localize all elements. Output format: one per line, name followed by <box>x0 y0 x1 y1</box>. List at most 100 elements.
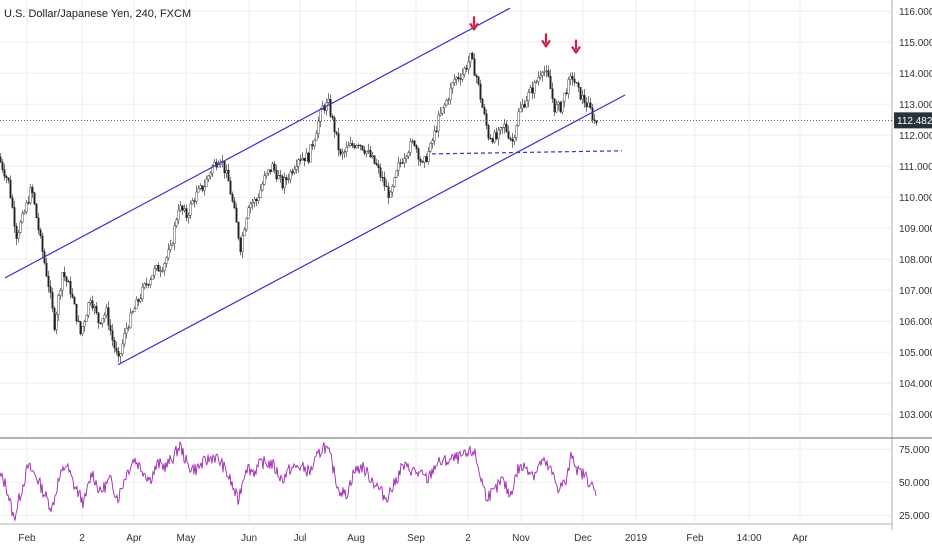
candle-body <box>137 299 140 302</box>
candle-body <box>171 243 174 246</box>
candle-body <box>33 192 36 205</box>
candle-body <box>555 104 558 113</box>
candle-body <box>481 99 484 108</box>
candle-body <box>545 70 548 72</box>
candle-body <box>285 177 288 180</box>
candle-body <box>503 123 506 128</box>
candle-body <box>231 193 234 202</box>
candle-body <box>367 150 370 152</box>
candle-body <box>401 162 404 164</box>
candle-body <box>493 132 496 143</box>
candle-body <box>177 210 180 221</box>
candle-body <box>587 102 590 108</box>
candle-body <box>297 159 300 167</box>
candle-body <box>71 293 74 298</box>
candle-body <box>3 169 6 177</box>
candle-body <box>487 125 490 139</box>
candle-body <box>205 178 208 187</box>
peak-arrow-head <box>571 45 581 54</box>
candle-body <box>243 229 246 236</box>
candle-body <box>261 183 264 191</box>
candle-body <box>159 270 162 272</box>
candle-body <box>369 150 372 158</box>
candle-body <box>467 61 470 70</box>
candle-body <box>39 229 42 236</box>
candle-body <box>119 353 122 357</box>
candle-body <box>497 129 500 139</box>
candle-body <box>457 77 460 79</box>
rsi-grid <box>0 440 892 522</box>
candle-body <box>345 147 348 152</box>
candle-body <box>97 312 100 324</box>
candle-body <box>559 102 562 113</box>
candle-body <box>193 200 196 202</box>
y-tick-label: 113.000 <box>899 100 932 111</box>
candle-body <box>363 149 366 154</box>
candle-body <box>563 92 566 102</box>
x-tick-label: Feb <box>686 533 704 544</box>
candle-body <box>437 114 440 132</box>
candle-body <box>393 177 396 187</box>
candle-body <box>115 347 118 352</box>
candle-body <box>129 312 132 328</box>
y-tick-label: 115.000 <box>899 38 932 49</box>
candle-body <box>339 149 342 155</box>
x-tick-label: 14:00 <box>736 533 761 544</box>
candle-body <box>547 70 550 77</box>
candle-body <box>203 186 206 191</box>
candle-body <box>51 292 54 309</box>
x-tick-label: 2019 <box>625 533 648 544</box>
candle-body <box>251 202 254 204</box>
x-tick-label: Apr <box>126 533 142 544</box>
candle-body <box>365 151 368 154</box>
candle-body <box>583 94 586 104</box>
candle-body <box>485 113 488 126</box>
candle-body <box>513 137 516 142</box>
candle-body <box>241 235 244 252</box>
candle-body <box>293 168 296 174</box>
candle-body <box>521 104 524 109</box>
candle-body <box>209 172 212 177</box>
last-price-marker: 112.482 <box>0 112 932 129</box>
candle-body <box>175 219 178 227</box>
candle-body <box>585 102 588 108</box>
candle-body <box>15 226 18 239</box>
candle-body <box>281 175 284 189</box>
channel-lower-line <box>117 94 626 366</box>
candle-body <box>229 180 232 195</box>
candle-body <box>317 120 320 134</box>
candle-body <box>479 83 482 100</box>
candle-body <box>153 268 156 276</box>
y-tick-label: 116.000 <box>899 7 932 18</box>
candle-body <box>523 104 526 108</box>
candle-body <box>103 314 106 319</box>
candle-body <box>413 140 416 146</box>
candle-body <box>435 130 438 132</box>
candle-body <box>553 98 556 113</box>
candle-body <box>37 217 40 231</box>
candle-body <box>181 205 184 211</box>
y-tick-label: 107.000 <box>899 286 932 297</box>
candle-body <box>75 303 78 322</box>
candle-body <box>407 152 410 157</box>
candle-body <box>515 125 518 138</box>
candle-body <box>311 144 314 147</box>
candle-body <box>569 75 572 80</box>
candle-body <box>283 177 286 189</box>
candle-body <box>45 262 48 277</box>
candle-body <box>173 225 176 244</box>
candle-body <box>95 306 98 313</box>
candle-body <box>423 156 426 163</box>
candle-body <box>557 102 560 105</box>
candle-body <box>433 130 436 141</box>
candle-body <box>271 163 274 172</box>
candle-body <box>183 208 186 211</box>
trend-channel <box>4 7 626 366</box>
candle-body <box>101 318 104 324</box>
candle-body <box>157 265 160 272</box>
rsi-y-tick-label: 25.000 <box>899 511 930 522</box>
candle-body <box>107 307 110 326</box>
candle-body <box>499 127 502 131</box>
candle-body <box>301 157 304 161</box>
